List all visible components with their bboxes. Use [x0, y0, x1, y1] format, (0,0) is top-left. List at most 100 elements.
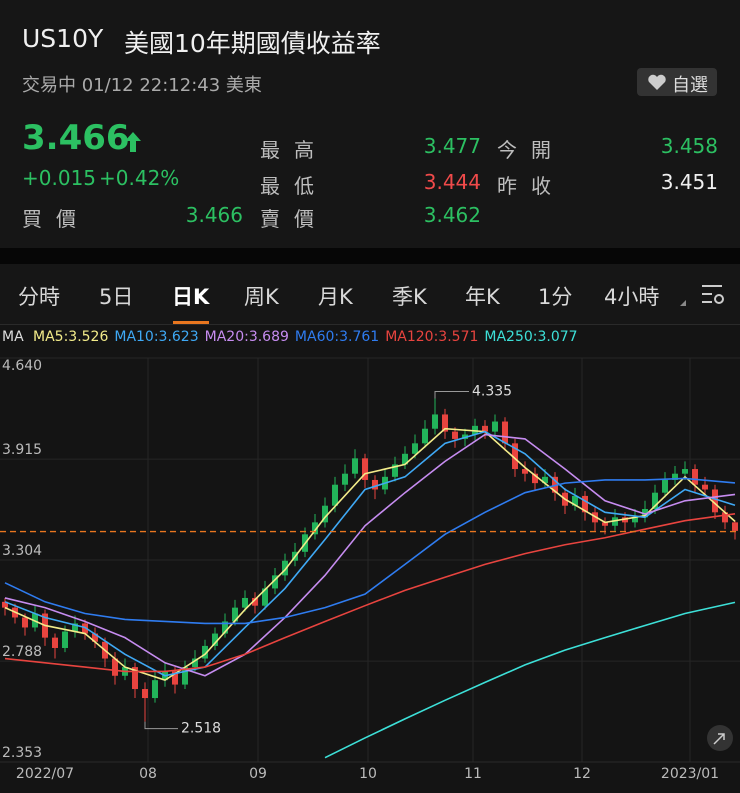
x-tick-label: 11 — [464, 766, 482, 782]
y-tick-label: 3.304 — [2, 543, 42, 559]
candle-body — [322, 505, 328, 523]
candle-body — [362, 458, 368, 480]
tab[interactable]: 日K — [172, 285, 210, 309]
tab[interactable]: 1分 — [538, 285, 573, 309]
tab[interactable]: 周K — [244, 285, 279, 309]
candle-body — [672, 473, 678, 480]
candle-body — [62, 631, 68, 648]
candle-body — [712, 489, 718, 513]
x-tick-label: 2023/01 — [661, 766, 719, 782]
field-value: 3.458 — [660, 134, 718, 158]
tab[interactable]: 年K — [465, 285, 500, 309]
candle-body — [112, 658, 118, 676]
low-label: 2.518 — [181, 721, 221, 737]
candle-body — [652, 492, 658, 509]
ma-line — [4, 477, 736, 625]
field-value: 3.444 — [423, 170, 481, 194]
field-label: 昨收 — [497, 174, 565, 198]
candle-body — [572, 495, 578, 506]
active-tab-underline — [173, 321, 209, 324]
tab[interactable]: 5日 — [99, 285, 134, 309]
candle-body — [222, 621, 228, 634]
candle-body — [232, 607, 238, 622]
x-tick-label: 09 — [249, 766, 267, 782]
ma-line — [324, 601, 736, 759]
candle-body — [692, 469, 698, 485]
watch-button[interactable]: 自選 — [637, 68, 717, 96]
candle-body — [542, 476, 548, 484]
field-value: 3.451 — [660, 170, 718, 194]
candle-body — [92, 633, 98, 642]
candle-body — [242, 597, 248, 608]
candle-body — [732, 522, 738, 531]
candle-body — [182, 667, 188, 685]
tab[interactable]: 月K — [318, 285, 353, 309]
scroll-end-icon — [713, 733, 725, 745]
tab[interactable]: 分時 — [18, 285, 60, 309]
candle-body — [442, 414, 448, 432]
candle-body — [142, 689, 148, 699]
y-tick-label: 4.640 — [2, 358, 42, 374]
tab-settings[interactable] — [672, 268, 734, 320]
indicator-label: MA — [2, 329, 24, 345]
legend-entry: MA120:3.571 — [385, 329, 478, 345]
plot-area — [2, 398, 738, 759]
quote-panel — [0, 0, 740, 248]
candle-body — [602, 522, 608, 526]
x-tick-label: 08 — [139, 766, 157, 782]
tab[interactable]: 4小時 — [604, 285, 660, 309]
tab[interactable]: 季K — [392, 285, 427, 309]
separator — [0, 248, 740, 264]
ma-line — [4, 427, 736, 682]
watch-label: 自選 — [672, 75, 708, 96]
field-label: 最低 — [260, 174, 328, 198]
candle-body — [342, 473, 348, 485]
symbol: US10Y — [22, 24, 104, 53]
candle-body — [682, 469, 688, 474]
candle-body — [532, 473, 538, 484]
candle-body — [412, 443, 418, 454]
candle-body — [22, 617, 28, 628]
candle-body — [582, 495, 588, 513]
candle-body — [622, 517, 628, 523]
instrument-name: 美國10年期國債收益率 — [124, 29, 381, 58]
candle-body — [262, 588, 268, 606]
heart-icon — [648, 74, 666, 90]
candle-body — [312, 522, 318, 535]
candle-body — [82, 623, 88, 634]
tab-bar — [0, 264, 740, 325]
candle-body — [502, 421, 508, 444]
candle-body — [432, 414, 438, 429]
candle-body — [132, 667, 138, 690]
candle-body — [452, 431, 458, 439]
candle-body — [612, 517, 618, 526]
candle-body — [202, 645, 208, 659]
field-value: 3.462 — [423, 203, 481, 227]
candle-body — [252, 597, 258, 606]
high-label: 4.335 — [472, 383, 512, 399]
field-label: 賣價 — [260, 207, 328, 231]
ma-line — [4, 433, 736, 677]
field-label: 今開 — [497, 138, 565, 162]
high-leader — [434, 390, 469, 399]
candle-body — [522, 469, 528, 474]
x-tick-label: 12 — [573, 766, 591, 782]
ma-line — [4, 513, 736, 673]
y-tick-label: 2.353 — [2, 745, 42, 761]
candle-body — [192, 658, 198, 668]
legend-entry: MA60:3.761 — [295, 329, 379, 345]
legend-entry: MA10:3.623 — [114, 329, 198, 345]
candle-body — [722, 512, 728, 523]
candle-body — [702, 484, 708, 490]
field-label: 買價 — [22, 207, 90, 231]
candle-body — [212, 633, 218, 646]
candle-body — [2, 601, 8, 608]
candle-body — [372, 479, 378, 490]
candle-body — [392, 464, 398, 477]
up-arrow — [125, 132, 141, 152]
candle-body — [352, 458, 358, 474]
x-tick-label: 10 — [359, 766, 377, 782]
trading-status: 交易中 01/12 22:12:43 美東 — [22, 75, 262, 96]
field-value: 3.477 — [423, 134, 481, 158]
candle-body — [662, 479, 668, 493]
